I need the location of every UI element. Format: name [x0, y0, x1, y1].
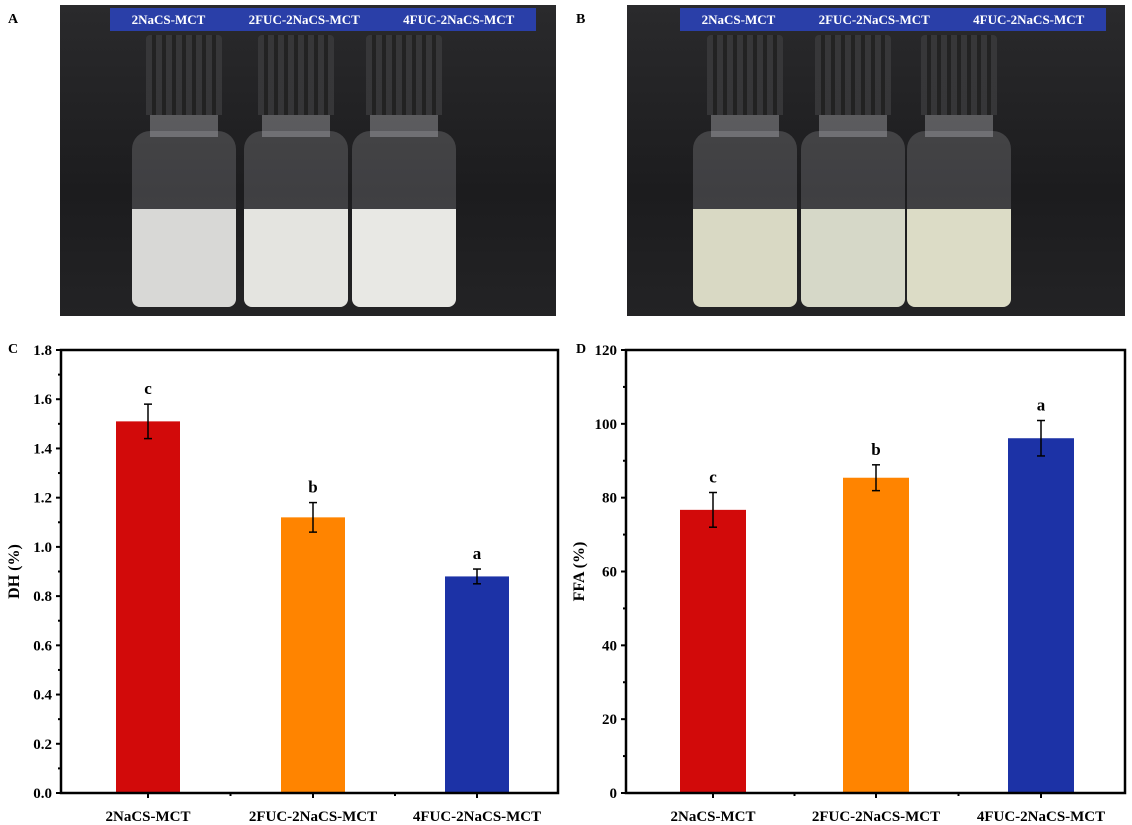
x-tick-label: 2NaCS-MCT [671, 809, 756, 825]
plot-frame [624, 348, 1127, 795]
vial [801, 35, 905, 307]
x-tick-label: 2FUC-2NaCS-MCT [812, 809, 940, 825]
y-tick-label: 60 [602, 565, 617, 581]
y-tick-label: 1.4 [33, 441, 52, 457]
y-tick-label: 0 [610, 786, 618, 802]
sample-tag: 2NaCS-MCT [131, 11, 206, 27]
y-tick-label: 20 [602, 712, 617, 728]
significance-letter: b [871, 440, 880, 459]
bar [281, 517, 345, 793]
vial-photo-a: 2NaCS-MCT 2FUC-2NaCS-MCT 4FUC-2NaCS-MCT [60, 5, 556, 316]
sample-tags: 2NaCS-MCT 2FUC-2NaCS-MCT 4FUC-2NaCS-MCT [110, 8, 536, 31]
vial [907, 35, 1011, 307]
y-tick-label: 120 [595, 343, 618, 359]
vial [352, 35, 456, 307]
y-tick-label: 0.8 [33, 589, 52, 605]
y-axis-label: DH (%) [6, 544, 23, 599]
y-tick-label: 1.2 [33, 491, 52, 507]
bar [843, 477, 909, 793]
plot-frame [59, 348, 560, 795]
bar [1008, 438, 1074, 793]
panel-label-c: C [8, 342, 19, 357]
sample-tag: 4FUC-2NaCS-MCT [973, 11, 1085, 27]
significance-letter: b [308, 478, 317, 497]
y-tick-label: 1.8 [33, 343, 52, 359]
y-axis-label: FFA (%) [571, 542, 588, 602]
y-tick-label: 1.0 [33, 540, 52, 556]
sample-tag: 2NaCS-MCT [701, 11, 776, 27]
significance-letter: c [144, 379, 152, 398]
vial-photo-b: 2NaCS-MCT 2FUC-2NaCS-MCT 4FUC-2NaCS-MCT [627, 5, 1125, 316]
significance-letter: a [1037, 396, 1046, 415]
panel-label-a: A [8, 12, 19, 27]
significance-letter: c [709, 467, 717, 486]
sample-tags: 2NaCS-MCT 2FUC-2NaCS-MCT 4FUC-2NaCS-MCT [680, 8, 1106, 31]
vial [132, 35, 236, 307]
x-tick-label: 2NaCS-MCT [106, 809, 191, 825]
y-tick-label: 0.0 [33, 786, 52, 802]
y-tick-label: 1.6 [33, 392, 52, 408]
bar [116, 421, 180, 793]
chart-dh: 0.0 0.2 0.4 0.6 0.8 1.0 1.2 1.4 1.6 1.8 c 2NaCS-MCT… [6, 343, 560, 825]
vial [244, 35, 348, 307]
x-tick-label: 2FUC-2NaCS-MCT [249, 809, 377, 825]
bar [680, 509, 746, 793]
y-tick-label: 40 [602, 638, 617, 654]
significance-letter: a [473, 544, 482, 563]
y-tick-label: 100 [595, 417, 618, 433]
y-tick-label: 0.4 [33, 688, 52, 704]
y-tick-label: 0.2 [33, 737, 52, 753]
sample-tag: 2FUC-2NaCS-MCT [248, 11, 360, 27]
x-tick-label: 4FUC-2NaCS-MCT [413, 809, 541, 825]
sample-tag: 2FUC-2NaCS-MCT [818, 11, 930, 27]
panel-label-b: B [576, 12, 586, 27]
vial [693, 35, 797, 307]
y-tick-label: 0.6 [33, 638, 52, 654]
panel-label-d: D [576, 342, 587, 357]
x-tick-label: 4FUC-2NaCS-MCT [977, 809, 1105, 825]
y-tick-label: 80 [602, 491, 617, 507]
sample-tag: 4FUC-2NaCS-MCT [403, 11, 515, 27]
bar [445, 576, 509, 793]
chart-ffa: 0 20 40 60 80 100 120 c 2NaCS-MCT b 2FUC-2NaCS-MCT… [571, 343, 1127, 825]
